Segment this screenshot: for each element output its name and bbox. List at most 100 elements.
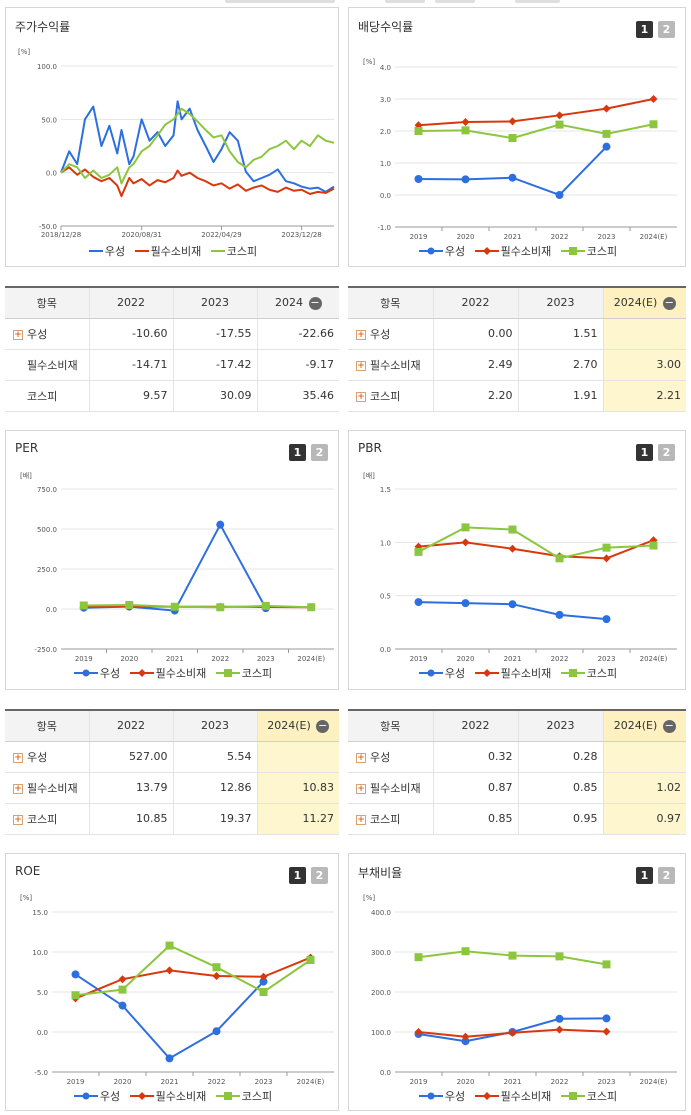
data-point [555,1025,564,1034]
dividend-yield-title: 배당수익률 [358,20,414,34]
table-header-label: 2023 [546,719,575,733]
table-cell [602,741,686,773]
y-tick-label: 5.0 [37,989,48,997]
collapse-column-button[interactable]: − [662,718,676,733]
legend-label: 필수소비재 [500,1090,552,1103]
pbr-title: PBR [358,441,382,455]
table-row-name-cell: + 우성 [5,318,89,350]
legend-label: 우성 [99,667,121,680]
data-point [649,120,658,129]
x-tick-label: 2022 [211,655,229,663]
table-header-label: 2022 [461,296,490,310]
data-point [508,134,517,143]
series-line [83,603,312,609]
y-tick-label: -5.0 [34,1069,48,1077]
table-header-label: 항목 [380,296,401,310]
legend-label: 필수소비재 [155,1090,207,1103]
data-point [602,104,611,113]
table-row-name-cell: + 필수소비재 [348,772,433,804]
table-header-cell: 2023 [172,286,257,319]
table-row-name: 코스피 [370,812,401,826]
y-tick-label: 15.0 [32,909,48,917]
table-header-cell: 2024(E) − [602,286,686,319]
data-point [118,985,127,994]
table-row: + 코스피 2.20 1.91 2.21 [348,380,686,412]
table-row-name-cell: + 우성 [348,741,433,773]
collapse-column-button[interactable]: − [662,295,676,310]
chart-option-1-button[interactable]: 1 [636,21,653,38]
y-tick-label: 0.0 [37,1029,48,1037]
table-row-name: 필수소비재 [370,781,421,795]
data-point [461,175,470,184]
y-tick-label: 1.5 [380,486,391,494]
chart-option-2-button[interactable]: 2 [658,444,675,461]
expand-row-icon[interactable]: + [13,814,23,825]
roe-chart: 15.0 10.0 5.0 0.0 -5.0 2019 2020 2021 2022 2023 20… [32,909,334,1086]
legend-item-kospi: 코스피 [215,665,272,681]
expand-row-icon[interactable]: + [356,783,366,794]
data-point [602,960,611,969]
x-tick-label: 2020 [457,655,475,663]
expand-row-icon[interactable]: + [13,783,23,794]
chart-option-1-button[interactable]: 1 [289,867,306,884]
chart-option-1-button[interactable]: 1 [289,444,306,461]
expand-row-icon[interactable]: + [356,814,366,825]
expand-row-icon[interactable]: + [356,752,366,763]
chart-option-2-button[interactable]: 2 [658,867,675,884]
chart-option-1-button[interactable]: 1 [636,867,653,884]
data-point [602,1014,611,1023]
data-point [461,599,470,608]
data-point [602,129,611,138]
expand-row-icon[interactable]: + [13,752,23,763]
table-cell: 0.85 [432,803,518,835]
x-tick-label: 2019 [67,1078,85,1086]
series-line [75,944,312,997]
table-header-label: 항목 [36,296,57,310]
table-row-name: 우성 [27,750,48,764]
legend-label: 필수소비재 [500,245,552,258]
collapse-column-button[interactable]: − [316,718,330,733]
collapse-column-button[interactable]: − [308,295,322,310]
x-tick-label: 2023/12/28 [281,231,321,239]
data-point [71,991,80,1000]
table-header-label: 2023 [201,719,229,733]
data-point [461,947,470,956]
chart-option-1-button[interactable]: 1 [636,444,653,461]
series-line [418,98,654,127]
expand-row-icon[interactable]: + [356,360,366,371]
legend-item-kospi: 코스피 [215,1088,272,1104]
x-tick-label: 2021 [161,1078,179,1086]
legend-item-consumer-staples: 필수소비재 [474,243,552,259]
data-point [602,142,611,151]
x-tick-label: 2022 [551,233,569,241]
table-header-cell: 2024(E) − [256,709,339,742]
table-header-row: 항목 2022 2023 2024(E) − [5,709,339,742]
expand-row-icon[interactable]: + [356,391,366,402]
y-tick-label: 100.0 [371,1029,391,1037]
table-cell: 2.20 [432,380,518,412]
legend-label: 우성 [104,245,126,258]
x-tick-label: 2020 [457,233,475,241]
chart-option-2-button[interactable]: 2 [311,867,328,884]
y-tick-label: 0.0 [46,606,57,614]
table-header-cell: 항목 [348,286,433,319]
expand-row-icon[interactable]: + [356,329,366,340]
y-tick-label: 2.0 [380,128,391,136]
table-header-label: 항목 [36,719,57,733]
expand-row-icon[interactable]: + [13,329,23,340]
table-cell: -14.71 [88,349,173,381]
chart-legend: 우성 필수소비재 코스피 [6,243,340,259]
legend-item-wooseong: 우성 [73,665,121,681]
chart-option-2-button[interactable]: 2 [658,21,675,38]
data-point [414,953,423,962]
chart-option-2-button[interactable]: 2 [311,444,328,461]
data-point [555,554,564,563]
data-point [165,941,174,950]
table-cell: 0.85 [517,772,603,804]
x-tick-label: 2022 [551,655,569,663]
data-point [555,111,564,120]
legend-label: 우성 [444,667,466,680]
x-tick-label: 2024(E) [297,1078,325,1086]
